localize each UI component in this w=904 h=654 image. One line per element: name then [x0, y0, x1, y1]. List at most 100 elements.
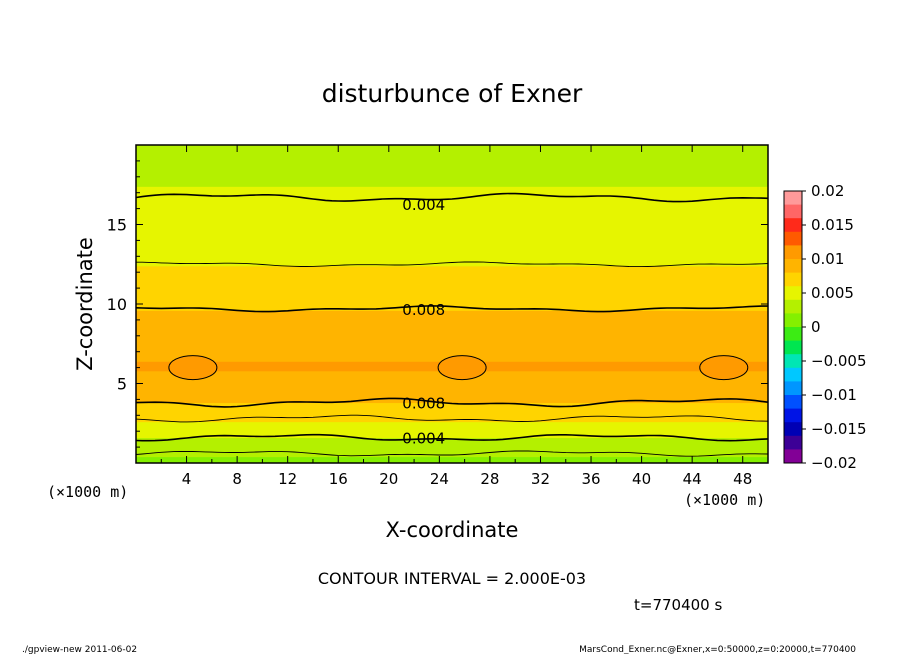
- colorbar-tick-label: −0.01: [811, 386, 857, 404]
- color-band: [136, 293, 768, 299]
- color-band: [136, 201, 768, 206]
- colorbar-swatch: [784, 367, 802, 382]
- color-band: [136, 255, 768, 260]
- colorbar-swatches: [784, 191, 802, 464]
- maximum-contour: [699, 355, 749, 381]
- footer-left: ./gpview-new 2011-06-02: [22, 645, 137, 654]
- color-band: [136, 145, 768, 149]
- colorbar-swatch: [784, 395, 802, 410]
- color-band: [136, 214, 768, 219]
- color-band: [136, 163, 768, 168]
- color-band: [136, 383, 768, 388]
- color-band: [136, 239, 768, 245]
- colorbar-swatch: [784, 259, 802, 274]
- color-band: [136, 185, 768, 191]
- contour-line: [136, 305, 768, 313]
- color-band: [136, 287, 768, 292]
- color-band: [136, 332, 768, 337]
- y-tick-label: 5: [117, 375, 127, 394]
- color-band: [136, 195, 768, 200]
- contour-interval-text: CONTOUR INTERVAL = 2.000E-03: [318, 569, 586, 588]
- color-band: [136, 348, 768, 353]
- color-band: [136, 154, 768, 159]
- color-band: [136, 281, 768, 286]
- color-band: [136, 246, 768, 251]
- x-unit-label-left: (×1000 m): [47, 483, 128, 501]
- contour-label: 0.004: [402, 430, 445, 448]
- color-band: [136, 328, 768, 334]
- colorbar-swatch: [784, 218, 802, 233]
- color-band: [136, 198, 768, 203]
- color-band: [136, 427, 768, 432]
- color-band: [136, 173, 768, 178]
- color-band: [136, 309, 768, 315]
- contour-label: 0.004: [402, 196, 445, 214]
- color-band: [136, 319, 768, 324]
- y-tick-label: 10: [107, 295, 127, 314]
- colorbar-swatch: [784, 435, 802, 450]
- color-band: [136, 405, 768, 410]
- color-band: [136, 192, 768, 197]
- color-band: [136, 166, 768, 171]
- y-tick-label: 15: [107, 216, 127, 235]
- color-band: [136, 268, 768, 273]
- color-band: [136, 278, 768, 283]
- color-band: [136, 211, 768, 216]
- color-band: [136, 230, 768, 235]
- color-band: [136, 411, 768, 416]
- color-band: [136, 297, 768, 302]
- x-tick-label: 24: [430, 470, 449, 488]
- color-band: [136, 243, 768, 248]
- color-band: [136, 414, 768, 419]
- x-tick-label: 4: [182, 470, 192, 488]
- colorbar-tick-label: 0.01: [811, 250, 844, 268]
- color-band: [136, 325, 768, 330]
- colorbar-tick-label: 0.015: [811, 216, 854, 234]
- x-tick-label: 36: [581, 470, 600, 488]
- footer-right: MarsCond_Exner.nc@Exner,x=0:50000,z=0:20…: [579, 645, 856, 654]
- color-band: [136, 456, 768, 461]
- x-axis-title: X-coordinate: [386, 518, 519, 542]
- color-band: [136, 150, 768, 156]
- color-band: [136, 351, 768, 356]
- color-band: [136, 217, 768, 222]
- color-band: [136, 252, 768, 257]
- x-axis-ticks: 4 8 12 16 20 24 28 32 36 40 44 48: [160, 145, 752, 488]
- contour-line: [136, 192, 768, 203]
- x-tick-label: 28: [480, 470, 499, 488]
- color-band: [136, 262, 768, 267]
- x-tick-label: 48: [733, 470, 752, 488]
- colorbar-swatch: [784, 449, 802, 464]
- color-band: [136, 160, 768, 165]
- color-band: [136, 284, 768, 289]
- y-axis-ticks: 5 10 15: [107, 160, 768, 448]
- color-band: [136, 300, 768, 305]
- color-band: [136, 227, 768, 232]
- colorbar-swatch: [784, 299, 802, 314]
- colorbar-swatch: [784, 272, 802, 287]
- contour-label: 0.008: [402, 395, 445, 413]
- contour-line: [136, 397, 768, 408]
- colorbar-ticks: 0.02 0.015 0.01 0.005 0 −0.005 −0.01 −0.015 −0.0…: [802, 182, 867, 472]
- color-band: [136, 341, 768, 346]
- maximum-contour: [437, 355, 487, 381]
- color-band: [136, 176, 768, 181]
- colorbar-swatch: [784, 327, 802, 342]
- color-band: [136, 208, 768, 213]
- color-band: [136, 189, 768, 194]
- color-band: [136, 258, 768, 264]
- color-band: [136, 344, 768, 350]
- x-tick-label: 44: [683, 470, 702, 488]
- color-band: [136, 316, 768, 321]
- contour-label: 0.008: [402, 301, 445, 319]
- color-band: [136, 169, 768, 175]
- color-band: [136, 303, 768, 308]
- colorbar-tick-label: 0.02: [811, 182, 844, 200]
- color-band: [136, 424, 768, 429]
- y-axis-title: Z-coordinate: [73, 237, 97, 371]
- contour-lines: [136, 192, 768, 457]
- color-band: [136, 386, 768, 391]
- color-band: [136, 179, 768, 184]
